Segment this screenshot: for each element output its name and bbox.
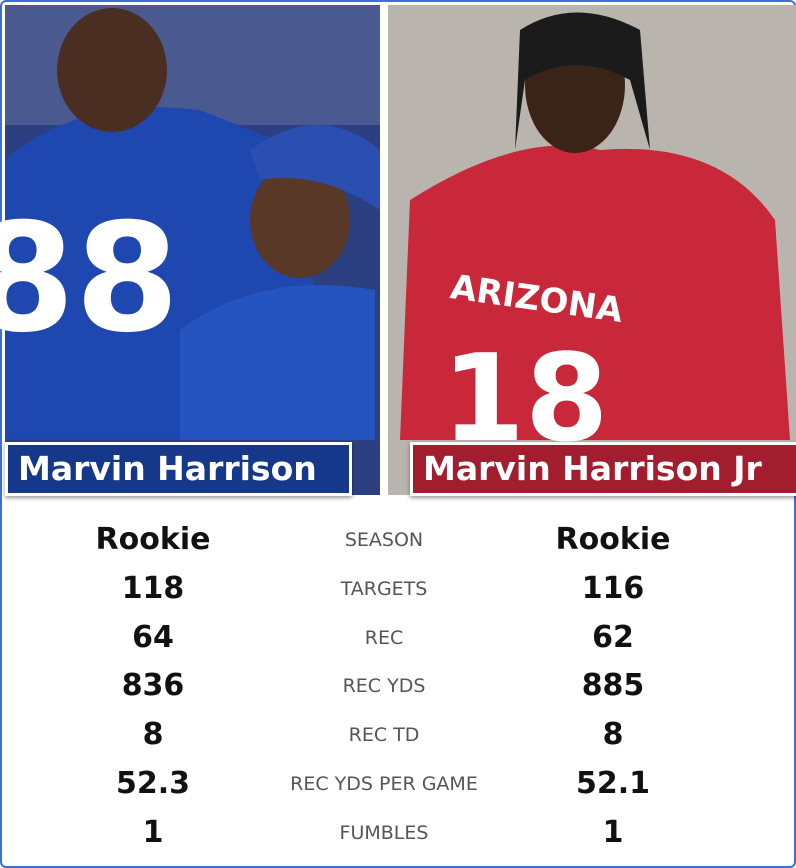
stat-label: TARGETS xyxy=(340,577,428,600)
stat-row: 52.3 REC YDS PER GAME 52.1 xyxy=(0,760,796,808)
right-jersey xyxy=(400,145,790,441)
kid-head xyxy=(250,162,350,278)
right-hair xyxy=(515,12,650,150)
right-value: 885 xyxy=(581,668,645,704)
left-value: 52.3 xyxy=(115,766,191,801)
stat-row: 836 REC YDS 885 xyxy=(0,662,796,710)
right-value: 62 xyxy=(592,619,634,655)
kid-jersey xyxy=(180,285,375,440)
left-value: 8 xyxy=(142,717,164,753)
stat-label: FUMBLES xyxy=(339,821,429,844)
right-value: 8 xyxy=(602,717,624,753)
stat-label: REC xyxy=(364,626,404,649)
stat-row: Rookie SEASON Rookie xyxy=(0,516,796,564)
right-name-banner: Marvin Harrison Jr xyxy=(410,442,796,496)
right-value: 116 xyxy=(581,570,645,606)
stat-row: 8 REC TD 8 xyxy=(0,711,796,759)
right-value: 1 xyxy=(602,814,624,850)
kid-cap xyxy=(250,125,380,210)
stat-label: REC YDS PER GAME xyxy=(290,773,478,795)
stat-label: REC YDS xyxy=(342,675,426,698)
stat-row: 1 FUMBLES 1 xyxy=(0,809,796,857)
stat-row: 118 TARGETS 116 xyxy=(0,565,796,613)
photos: 88 ARIZONA 18 xyxy=(0,5,796,495)
left-value: 836 xyxy=(121,668,185,704)
right-value: Rookie xyxy=(555,522,671,557)
stat-label: REC TD xyxy=(348,724,420,747)
left-value: 118 xyxy=(121,570,185,606)
stat-row: 64 REC 62 xyxy=(0,614,796,662)
stat-label: SEASON xyxy=(344,529,424,551)
left-value: 1 xyxy=(142,814,164,850)
left-jersey-number: 88 xyxy=(0,192,179,366)
left-head xyxy=(57,8,167,132)
left-name-banner: Marvin Harrison xyxy=(5,442,352,496)
left-value: Rookie xyxy=(95,522,211,557)
right-value: 52.1 xyxy=(575,766,651,801)
left-value: 64 xyxy=(132,619,174,655)
